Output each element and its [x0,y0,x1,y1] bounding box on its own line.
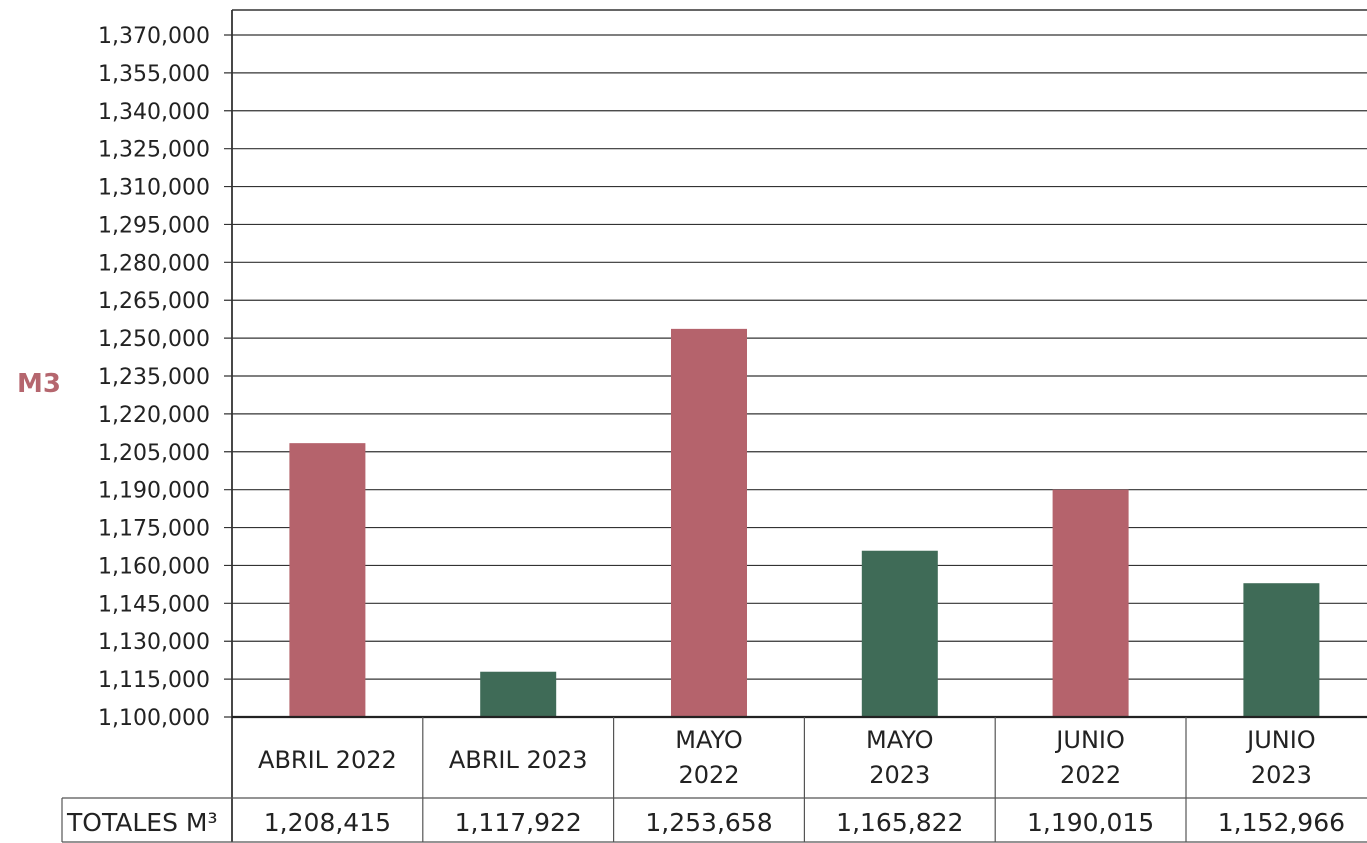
bar [861,550,938,717]
y-tick-label: 1,100,000 [98,706,210,731]
y-tick-label: 1,355,000 [98,62,210,87]
y-axis-ticks: 1,100,000 1,115,000 1,130,000 1,145,000 1,16… [98,24,210,731]
y-tick-label: 1,160,000 [98,554,210,579]
x-tick-label: 2022 [678,761,739,789]
y-tick-label: 1,205,000 [98,441,210,466]
axes [231,9,1367,842]
x-tick-label: JUNIO [1054,726,1125,754]
y-tick-label: 1,220,000 [98,403,210,428]
y-tick-label: 1,325,000 [98,138,210,163]
bar [289,443,366,717]
y-tick-label: 1,280,000 [98,251,210,276]
x-tick-label: MAYO [866,726,934,754]
totals-table: TOTALES M³ 1,208,415 1,117,922 1,253,658 1,1… [61,717,1367,843]
x-tick-label: 2022 [1060,761,1121,789]
x-tick-label: ABRIL 2023 [449,746,588,774]
grid-lines [224,34,1367,718]
totals-row-label: TOTALES M³ [66,808,218,837]
x-tick-label: MAYO [675,726,743,754]
x-tick-label: 2023 [869,761,930,789]
totals-cell: 1,165,822 [836,808,963,837]
bar [1052,489,1129,717]
bar [1243,583,1320,717]
y-tick-label: 1,265,000 [98,289,210,314]
y-tick-label: 1,370,000 [98,24,210,49]
totals-cell: 1,253,658 [645,808,772,837]
y-tick-label: 1,295,000 [98,213,210,238]
x-tick-label: JUNIO [1245,726,1316,754]
totals-cell: 1,208,415 [264,808,391,837]
x-tick-label: ABRIL 2022 [258,746,397,774]
y-tick-label: 1,115,000 [98,668,210,693]
totals-cell: 1,117,922 [455,808,582,837]
y-tick-label: 1,250,000 [98,327,210,352]
bar [671,328,747,717]
bars [289,328,1320,717]
y-tick-label: 1,190,000 [98,479,210,504]
y-tick-label: 1,310,000 [98,176,210,201]
y-tick-label: 1,130,000 [98,630,210,655]
bar [480,671,557,717]
totals-cell: 1,152,966 [1218,808,1345,837]
y-tick-label: 1,235,000 [98,365,210,390]
category-labels: ABRIL 2022 ABRIL 2023 MAYO 2022 MAYO 2023 JUNI… [258,726,1316,789]
totals-cell: 1,190,015 [1027,808,1154,837]
x-tick-label: 2023 [1251,761,1312,789]
y-tick-label: 1,175,000 [98,517,210,542]
y-tick-label: 1,145,000 [98,592,210,617]
y-axis-label: M3 [17,369,61,399]
y-tick-label: 1,340,000 [98,100,210,125]
